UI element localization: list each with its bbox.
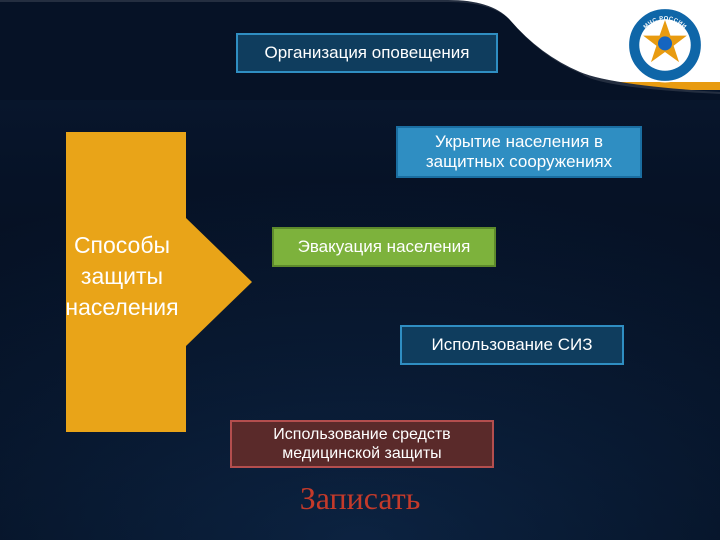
info-box-shelter: Укрытие населения в защитных сооружениях <box>396 126 642 178</box>
info-box-med: Использование средств медицинской защиты <box>230 420 494 468</box>
arrow-label: Способы защиты населения <box>52 230 192 323</box>
info-box-evac: Эвакуация населения <box>272 227 496 267</box>
info-box-siz: Использование СИЗ <box>400 325 624 365</box>
slide: МЧС РОССИИ EMERCOM Способы защиты населе… <box>0 0 720 540</box>
info-box-alert: Организация оповещения <box>236 33 498 73</box>
emercom-emblem: МЧС РОССИИ EMERCOM <box>626 6 704 84</box>
orange-strip <box>0 82 720 90</box>
footer-text: Записать <box>0 480 720 517</box>
main-arrow: Способы защиты населения <box>40 102 252 462</box>
